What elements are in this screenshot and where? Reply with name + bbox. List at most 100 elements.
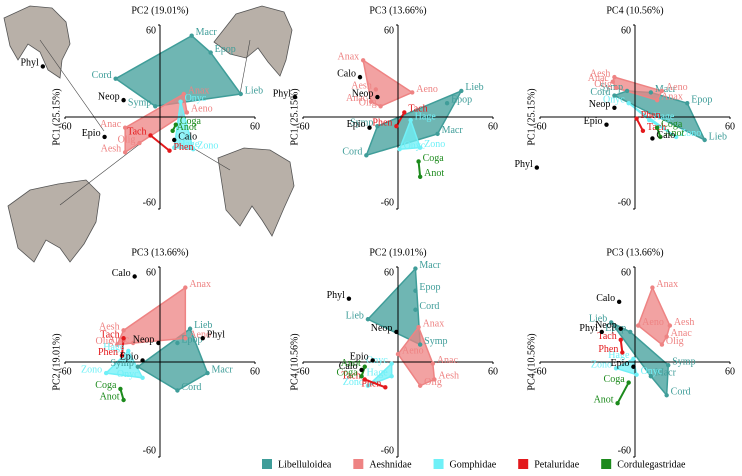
point-label: Aesh bbox=[674, 317, 695, 328]
data-point bbox=[612, 105, 617, 111]
point-label: Phyl bbox=[273, 88, 292, 99]
data-point bbox=[631, 356, 636, 362]
group-link bbox=[616, 382, 630, 404]
x-tick-label: -60 bbox=[533, 121, 546, 132]
data-point bbox=[121, 336, 126, 341]
data-point bbox=[172, 137, 177, 143]
data-point bbox=[375, 124, 380, 129]
data-point bbox=[178, 99, 183, 104]
point-label: Epio bbox=[347, 119, 366, 130]
point-label: Zono bbox=[680, 128, 701, 139]
wing-shape bbox=[3, 5, 71, 79]
legend-swatch bbox=[518, 459, 529, 469]
point-label: Anot bbox=[100, 391, 120, 402]
data-point bbox=[118, 386, 123, 392]
group-link bbox=[121, 338, 125, 356]
data-point bbox=[634, 116, 639, 121]
point-label: Tach bbox=[100, 330, 119, 341]
point-label: Coga bbox=[180, 116, 202, 127]
data-point bbox=[200, 336, 205, 341]
y-tick-label: -60 bbox=[618, 445, 631, 456]
data-point bbox=[122, 150, 128, 155]
legend-label: Petaluridae bbox=[534, 459, 580, 470]
y-tick-label: -60 bbox=[381, 445, 394, 456]
point-label: Aeno bbox=[402, 345, 424, 356]
data-point bbox=[113, 76, 118, 81]
data-point bbox=[189, 33, 194, 38]
group-hull bbox=[637, 286, 671, 346]
point-label: Olig bbox=[424, 377, 442, 388]
data-point bbox=[394, 124, 399, 129]
scatter-panel: -60 60 -60 60 PC2 (19.01%) PC1 (25.15%) Cord Ma… bbox=[20, 5, 263, 210]
point-label: Neop bbox=[589, 99, 611, 110]
point-label: Zono bbox=[81, 364, 102, 375]
point-label: Anax bbox=[188, 85, 210, 96]
group-hull bbox=[613, 90, 706, 141]
data-point bbox=[408, 117, 413, 123]
data-point bbox=[430, 361, 436, 366]
data-point bbox=[640, 128, 646, 133]
data-point bbox=[375, 94, 380, 100]
data-point bbox=[135, 364, 141, 369]
data-point bbox=[140, 358, 145, 363]
point-label: Hage bbox=[415, 111, 437, 122]
data-point bbox=[362, 364, 367, 369]
data-point bbox=[383, 385, 388, 390]
scatter-panel: -60 60 -60 60 PC3 (13.66%) PC2 (19.01%) Lieb Ep… bbox=[51, 247, 260, 458]
data-point bbox=[534, 165, 540, 170]
data-point bbox=[148, 133, 153, 138]
data-point bbox=[170, 128, 175, 133]
point-label: Onyc bbox=[366, 355, 388, 366]
data-point bbox=[389, 374, 394, 379]
point-label: Symp bbox=[350, 117, 373, 128]
point-label: Cord bbox=[92, 70, 112, 81]
x-tick-label: -60 bbox=[533, 366, 546, 377]
data-point bbox=[395, 351, 401, 357]
point-label: Zono bbox=[343, 377, 364, 388]
x-axis-label: PC3 (13.66%) bbox=[131, 247, 188, 258]
point-label: Aesh bbox=[438, 371, 459, 382]
data-point bbox=[175, 388, 180, 393]
data-point bbox=[367, 125, 372, 130]
data-point bbox=[121, 97, 126, 103]
point-label: Olig bbox=[118, 134, 136, 145]
group-hull bbox=[627, 102, 677, 138]
point-label: Macr bbox=[655, 368, 677, 379]
data-point bbox=[397, 147, 402, 152]
point-label: Calo bbox=[596, 293, 615, 304]
y-tick-label: 60 bbox=[384, 25, 394, 36]
data-point bbox=[626, 380, 631, 385]
point-label: Symp bbox=[424, 336, 447, 347]
point-label: Coga bbox=[423, 153, 445, 164]
point-label: Macr bbox=[442, 125, 464, 136]
data-point bbox=[417, 342, 423, 347]
x-tick-label: 60 bbox=[250, 121, 260, 132]
group-hull bbox=[397, 326, 436, 387]
point-label: Onyc bbox=[641, 366, 663, 377]
point-label: Calo bbox=[112, 268, 131, 279]
point-label: Phyl bbox=[579, 323, 598, 334]
data-point bbox=[238, 91, 243, 97]
data-point bbox=[410, 90, 415, 95]
point-label: Symp bbox=[110, 358, 133, 369]
data-point bbox=[610, 79, 616, 84]
legend-swatch bbox=[262, 459, 272, 469]
data-point bbox=[132, 274, 137, 279]
data-point bbox=[618, 337, 623, 343]
group-link bbox=[635, 118, 644, 132]
point-label: Cord bbox=[342, 147, 362, 158]
data-point bbox=[373, 87, 379, 92]
point-label: Phyl bbox=[20, 58, 39, 69]
legend-label: Gomphidae bbox=[450, 459, 497, 470]
legend-swatch bbox=[601, 459, 612, 469]
data-point bbox=[634, 372, 639, 377]
point-label: Phen bbox=[98, 347, 118, 358]
wing-shape bbox=[213, 5, 293, 77]
point-label: Macr bbox=[196, 27, 218, 38]
data-point bbox=[659, 342, 665, 347]
data-point bbox=[413, 266, 418, 271]
group-hull bbox=[398, 119, 421, 150]
data-point bbox=[121, 397, 126, 403]
data-point bbox=[664, 393, 669, 398]
